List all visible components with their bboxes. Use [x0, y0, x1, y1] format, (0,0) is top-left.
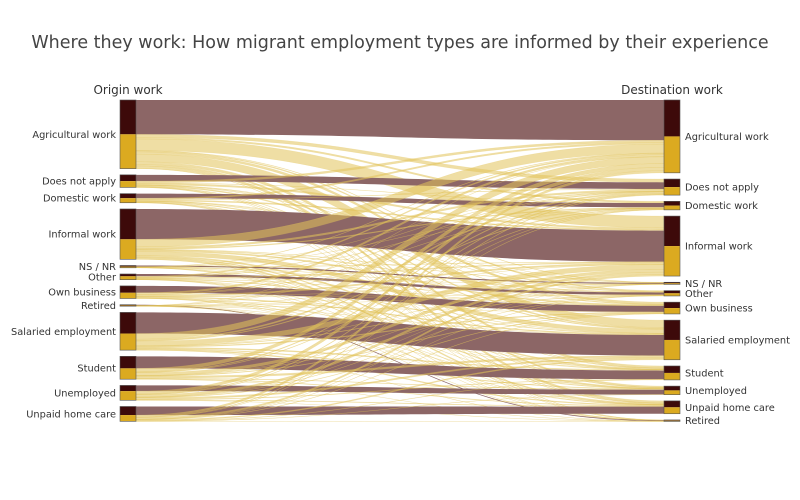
origin-node-label: Unemployed: [54, 388, 116, 399]
origin-node: [119, 174, 137, 188]
labels-layer: Agricultural work Does not apply Domestic …: [11, 83, 790, 427]
origin-node-label: Domestic work: [43, 194, 116, 205]
origin-column-header: Origin work: [93, 83, 162, 97]
destination-node: [663, 365, 681, 381]
nodes-layer: [119, 99, 681, 422]
destination-node: [663, 319, 681, 361]
destination-node-label: Unemployed: [685, 386, 747, 397]
destination-node-label: Does not apply: [685, 183, 759, 194]
destination-node: [663, 290, 681, 297]
sankey-link: [136, 100, 664, 141]
origin-node: [119, 99, 137, 169]
origin-node-label: Other: [88, 272, 117, 283]
origin-node: [119, 356, 137, 380]
origin-node-label: Student: [77, 363, 116, 374]
destination-node-label: Other: [685, 289, 714, 300]
destination-node-label: Unpaid home care: [685, 403, 775, 414]
links-layer: [135, 100, 665, 422]
origin-node: [119, 285, 137, 299]
sankey-link: [136, 273, 664, 295]
destination-node-label: Salaried employment: [685, 335, 790, 346]
origin-node-label: Own business: [48, 288, 116, 299]
origin-node: [119, 304, 137, 307]
origin-node: [119, 193, 137, 204]
chart-title: Where they work: How migrant employment …: [31, 33, 769, 53]
origin-node: [119, 265, 137, 269]
destination-node: [663, 215, 681, 277]
destination-node-label: Informal work: [685, 242, 753, 253]
destination-node: [663, 419, 681, 422]
destination-node-label: NS / NR: [685, 279, 722, 290]
destination-node-label: Agricultural work: [685, 132, 769, 143]
origin-node-label: Unpaid home care: [26, 409, 116, 420]
destination-node-label: Retired: [685, 416, 720, 427]
origin-node-label: Retired: [81, 301, 116, 312]
destination-node: [663, 400, 681, 415]
destination-node-label: Student: [685, 368, 724, 379]
origin-node-label: Agricultural work: [32, 130, 116, 141]
destination-column-header: Destination work: [621, 83, 723, 97]
origin-node: [119, 273, 137, 281]
destination-node: [663, 99, 681, 174]
destination-node: [663, 281, 681, 285]
origin-node: [119, 208, 137, 260]
destination-node: [663, 385, 681, 395]
sankey-link: [136, 406, 664, 416]
origin-node: [119, 312, 137, 351]
destination-node-label: Own business: [685, 304, 753, 315]
destination-node: [663, 301, 681, 315]
destination-node-label: Domestic work: [685, 201, 758, 212]
destination-node: [663, 178, 681, 196]
destination-node: [663, 201, 681, 211]
origin-node-label: NS / NR: [79, 262, 116, 273]
origin-node: [119, 385, 137, 401]
sankey-link: [136, 304, 664, 422]
origin-node-label: Does not apply: [42, 177, 116, 188]
sankey-link: [136, 208, 664, 262]
origin-node-label: Informal work: [49, 230, 117, 241]
origin-node: [119, 406, 137, 422]
origin-node-label: Salaried employment: [11, 327, 116, 338]
